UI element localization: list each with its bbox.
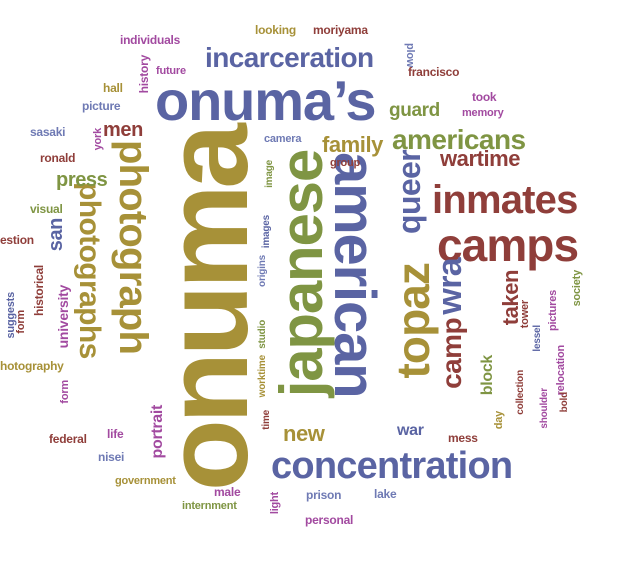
word-light: light bbox=[269, 492, 281, 515]
word-press: press bbox=[56, 169, 108, 191]
word-visual: visual bbox=[30, 202, 63, 216]
word-looking: looking bbox=[255, 23, 296, 37]
word-san: san bbox=[45, 218, 67, 252]
word-photographs: photographs bbox=[73, 182, 106, 359]
word-society: society bbox=[571, 270, 583, 307]
word-block: block bbox=[479, 355, 496, 396]
word-federal: federal bbox=[49, 432, 87, 446]
word-personal: personal bbox=[305, 513, 354, 527]
word-individuals: individuals bbox=[120, 33, 181, 47]
word-american: american bbox=[322, 152, 387, 398]
word-wra: wra bbox=[431, 258, 469, 315]
word-queer: queer bbox=[391, 150, 427, 234]
word-plow: plow bbox=[404, 43, 416, 68]
word-york: york bbox=[92, 128, 104, 151]
word-worktime: worktime bbox=[257, 355, 268, 398]
word-images: images bbox=[261, 215, 272, 249]
word-historical: historical bbox=[32, 265, 46, 316]
word-concentration: concentration bbox=[271, 445, 513, 487]
word-lessel: lessel bbox=[532, 325, 543, 352]
word-image: image bbox=[264, 160, 275, 188]
word-moriyama: moriyama bbox=[313, 23, 368, 37]
word-government: government bbox=[115, 475, 176, 487]
word-day: day bbox=[493, 411, 505, 430]
word-family: family bbox=[322, 132, 383, 157]
word-topaz: topaz bbox=[387, 263, 439, 379]
word-portrait: portrait bbox=[149, 405, 166, 459]
word-camps: camps bbox=[437, 219, 579, 271]
word-nisei: nisei bbox=[98, 450, 125, 464]
word-guard: guard bbox=[389, 100, 440, 121]
word-university: university bbox=[55, 285, 71, 349]
word-form2: form bbox=[59, 380, 71, 404]
word-shoulder: shoulder bbox=[539, 388, 550, 429]
word-war: war bbox=[397, 422, 424, 439]
word-history: history bbox=[137, 55, 151, 94]
word-photography: hotography bbox=[0, 359, 64, 373]
word-bold: bold bbox=[559, 392, 570, 413]
word-tower: tower bbox=[519, 300, 531, 329]
word-prison: prison bbox=[306, 488, 342, 502]
word-life: life bbox=[107, 427, 124, 441]
word-origins: origins bbox=[257, 255, 268, 287]
word-camp: camp bbox=[436, 318, 467, 389]
word-collection: collection bbox=[515, 370, 526, 415]
word-ronald: ronald bbox=[40, 151, 76, 165]
word-francisco: francisco bbox=[408, 65, 460, 79]
word-internment: internment bbox=[182, 500, 237, 512]
word-pictures: pictures bbox=[547, 290, 559, 332]
word-men: men bbox=[103, 119, 143, 141]
word-sasaki: sasaki bbox=[30, 125, 66, 139]
word-onumas: onuma’s bbox=[155, 69, 376, 132]
word-mess: mess bbox=[448, 431, 478, 445]
word-time: time bbox=[261, 410, 272, 430]
word-form: form bbox=[15, 310, 27, 334]
word-incarceration: incarceration bbox=[205, 42, 374, 73]
word-picture: picture bbox=[82, 99, 121, 113]
word-americans: americans bbox=[392, 124, 526, 155]
word-group: group bbox=[330, 157, 361, 169]
word-inmates: inmates bbox=[432, 178, 578, 222]
word-hall: hall bbox=[103, 81, 123, 95]
word-studio: studio bbox=[257, 320, 268, 349]
word-new: new bbox=[283, 421, 325, 446]
word-wartime: wartime bbox=[440, 146, 521, 171]
word-future: future bbox=[156, 65, 186, 77]
word-question: estion bbox=[0, 233, 34, 247]
word-lake: lake bbox=[374, 487, 397, 501]
word-camera: camera bbox=[264, 133, 302, 145]
word-memory: memory bbox=[462, 107, 504, 119]
word-male: male bbox=[214, 485, 241, 499]
word-photograph: photograph bbox=[111, 140, 155, 355]
word-took: took bbox=[472, 90, 497, 104]
word-relocation: relocation bbox=[555, 345, 567, 396]
